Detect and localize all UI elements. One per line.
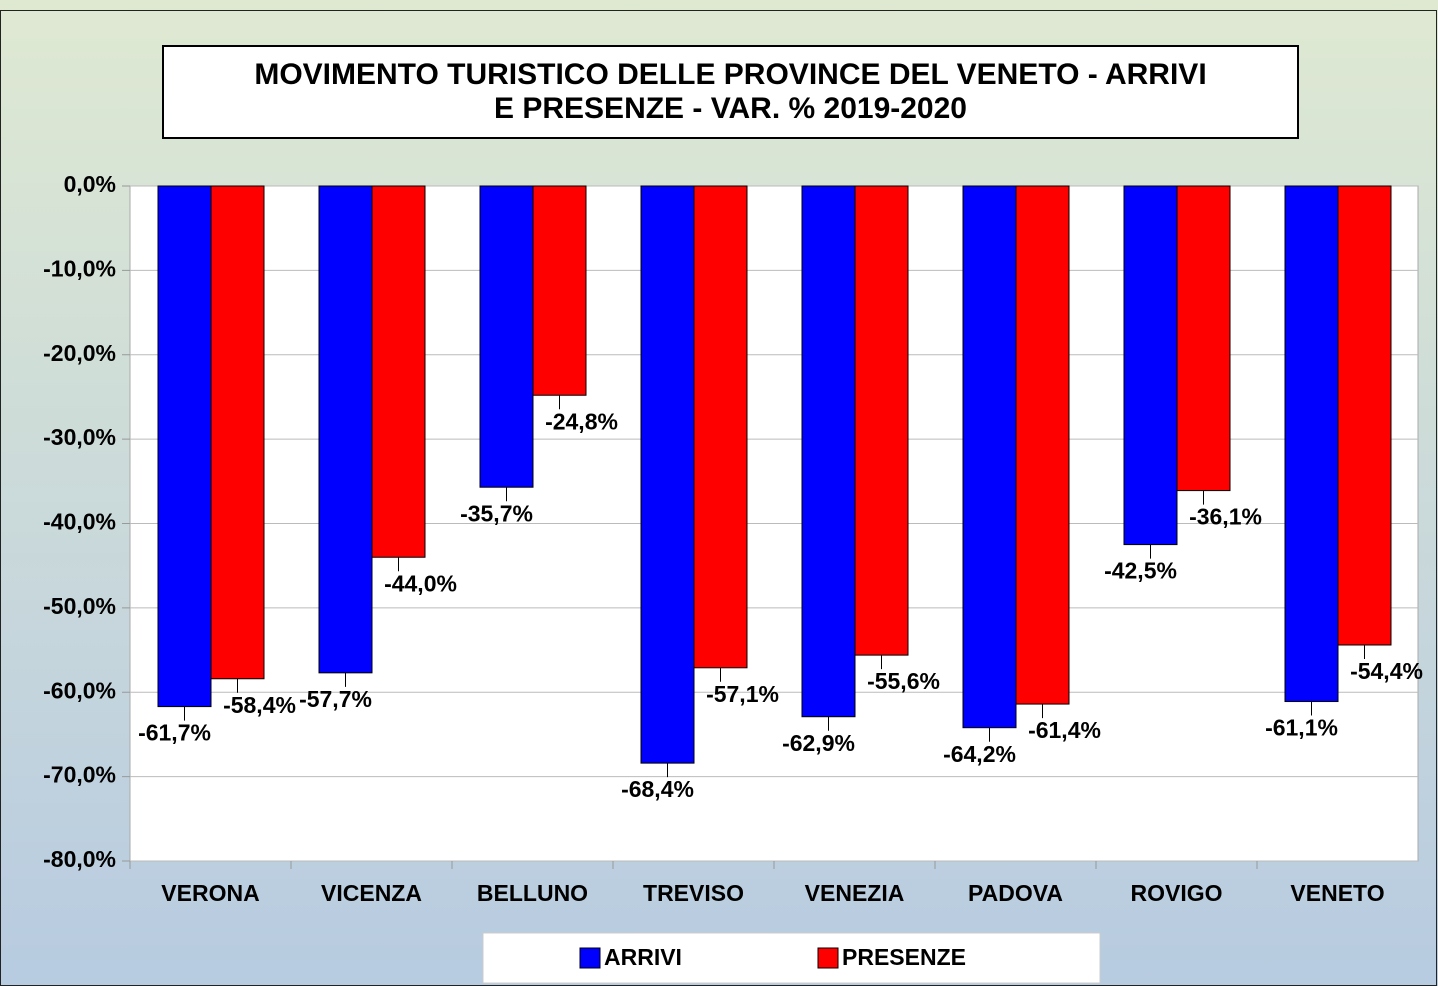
bar [210,185,265,680]
x-tick-label: VENETO [1290,880,1384,906]
x-tick-label: PADOVA [968,880,1063,906]
bar [479,185,534,488]
data-label: -42,5% [1104,558,1177,584]
legend-box [482,932,1101,984]
data-label: -61,1% [1265,715,1338,741]
bar [693,185,748,669]
bar [962,185,1017,729]
data-label: -61,4% [1028,717,1101,743]
bar [318,185,373,674]
x-tick-label: TREVISO [643,880,744,906]
data-label: -61,7% [138,720,211,746]
x-tick-label: VERONA [161,880,259,906]
y-tick-label: -60,0% [43,677,116,703]
y-tick-label: 0,0% [64,171,116,197]
y-tick-label: -80,0% [43,846,116,872]
bar [801,185,856,718]
data-label: -57,7% [299,686,372,712]
data-label: -54,4% [1350,658,1423,684]
data-label: -57,1% [706,681,779,707]
x-tick-label: ROVIGO [1130,880,1222,906]
data-label: -58,4% [223,692,296,718]
data-label: -55,6% [867,668,940,694]
y-tick-label: -40,0% [43,509,116,535]
data-label: -44,0% [384,570,457,596]
legend-label: PRESENZE [842,944,966,970]
legend-swatch [817,947,839,969]
bar [640,185,695,764]
bar [371,185,426,558]
legend-label: ARRIVI [604,944,682,970]
y-tick-label: -10,0% [43,255,116,281]
x-tick-label: VENEZIA [805,880,905,906]
data-label: -35,7% [460,500,533,526]
y-tick-label: -50,0% [43,593,116,619]
data-label: -62,9% [782,730,855,756]
bar [854,185,909,656]
bar [1284,185,1339,703]
bar [157,185,212,708]
bar [1176,185,1231,492]
bar [532,185,587,396]
bar [1015,185,1070,705]
y-tick-label: -20,0% [43,340,116,366]
bar [1337,185,1392,646]
data-label: -24,8% [545,408,618,434]
y-tick-label: -30,0% [43,424,116,450]
data-label: -36,1% [1189,504,1262,530]
x-tick-label: VICENZA [321,880,422,906]
legend-swatch [579,947,601,969]
x-tick-label: BELLUNO [477,880,588,906]
data-label: -68,4% [621,776,694,802]
chart-title: MOVIMENTO TURISTICO DELLE PROVINCE DEL V… [162,45,1299,139]
data-label: -64,2% [943,741,1016,767]
y-tick-label: -70,0% [43,762,116,788]
bar [1123,185,1178,546]
